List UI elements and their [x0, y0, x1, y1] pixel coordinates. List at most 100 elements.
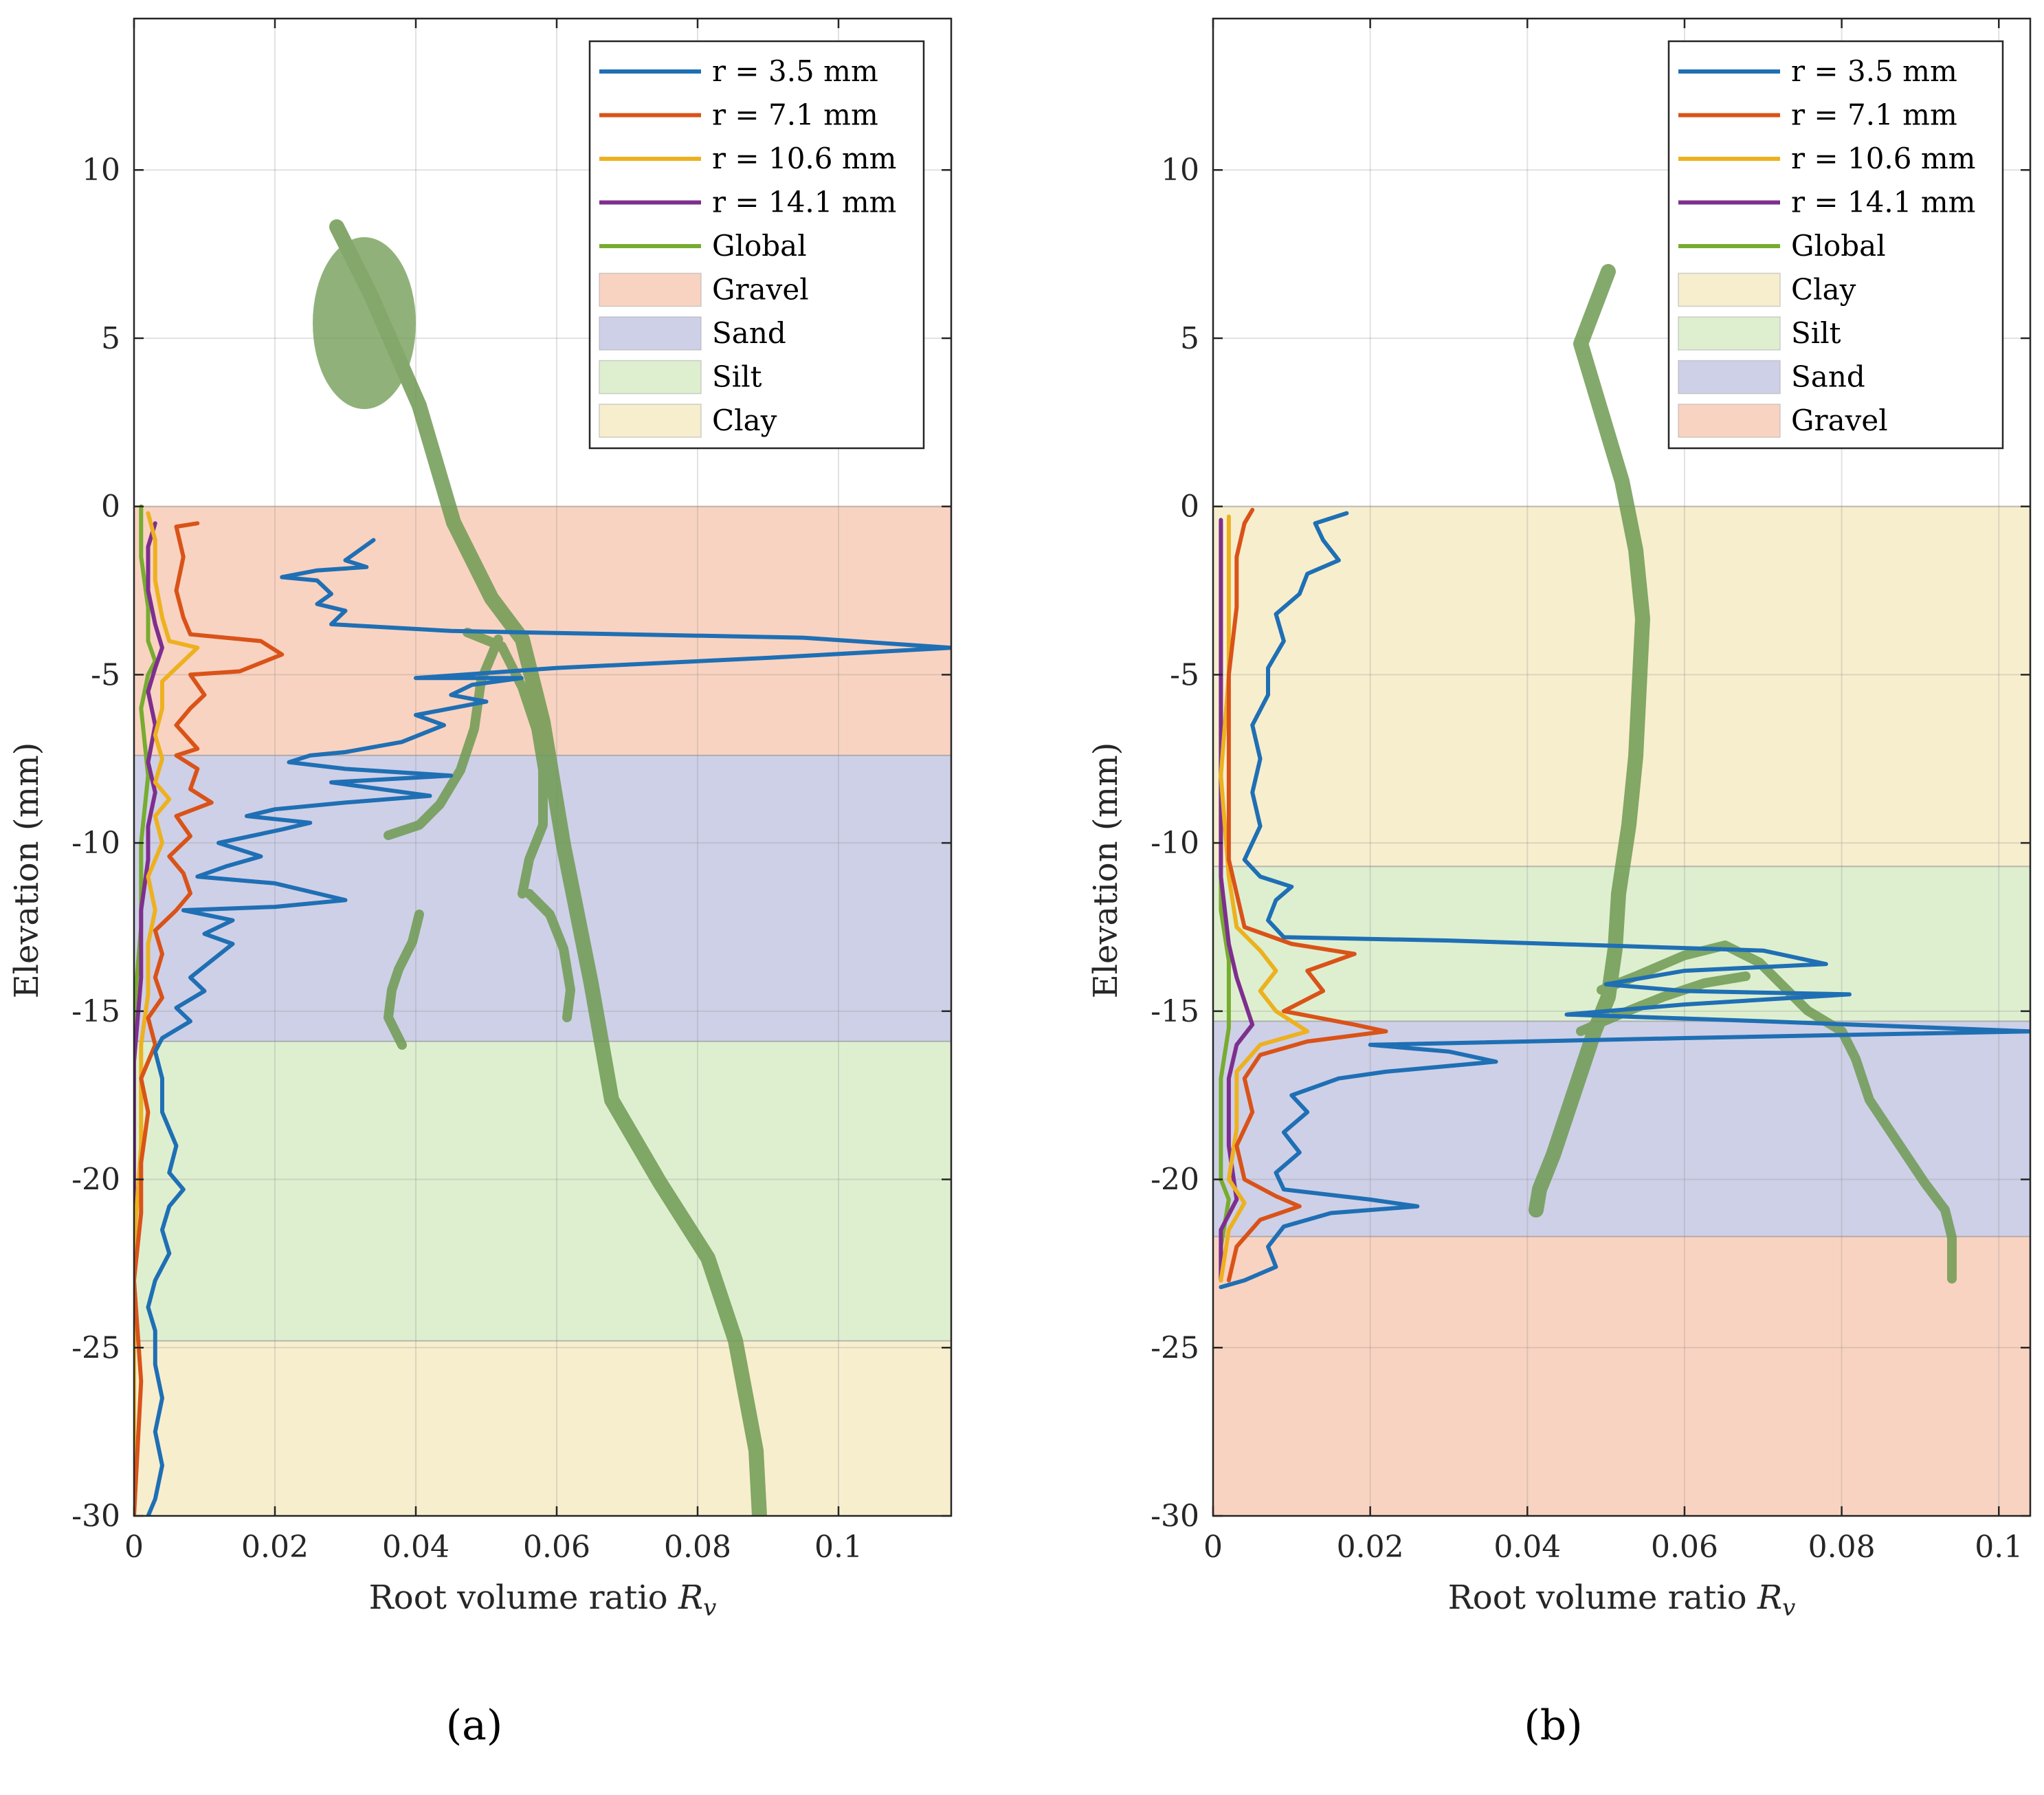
panel-b-legend-item-sand: Sand — [1678, 360, 1865, 395]
panel-b-ytick-label: -15 — [1151, 994, 1199, 1029]
legend-label: r = 7.1 mm — [1791, 98, 1957, 132]
legend-label: Silt — [1791, 316, 1841, 350]
panel-b-legend-item-r-3-5-mm: r = 3.5 mm — [1678, 54, 1957, 88]
panel-b-xtick-label: 0 — [1203, 1530, 1223, 1565]
panel-a-xtick-label: 0.04 — [382, 1530, 449, 1565]
panel-b-ylabel: Elevation (mm) — [1087, 742, 1125, 999]
panel-b-ytick-label: -10 — [1151, 826, 1199, 861]
legend-label: r = 10.6 mm — [712, 142, 897, 175]
legend-label: Gravel — [1791, 404, 1888, 437]
panel-a-root-branch — [524, 889, 575, 1022]
panel-a: 0 0.02 0.04 0.06 0.08 0.1 10 5 0 -5 -10 -15 -20 -25 -3… — [8, 17, 953, 1750]
panel-a-legend-item-r-3-5-mm: r = 3.5 mm — [599, 54, 878, 88]
panel-a-xlabel: Root volume ratio Rv — [369, 1578, 717, 1622]
panel-a-root-scan — [313, 219, 767, 1516]
legend-label: Gravel — [712, 273, 809, 307]
panel-a-axes-box — [133, 17, 953, 1517]
legend-label: Clay — [1791, 273, 1856, 307]
panel-b-label: (b) — [1524, 1702, 1582, 1750]
panel-b-series-r-14-1-mm — [1219, 518, 1255, 1283]
panel-a-legend-item-silt: Silt — [599, 360, 762, 395]
panel-b-ytick-label: -5 — [1170, 657, 1199, 692]
panel-a-legend-item-r-10-6-mm: r = 10.6 mm — [599, 142, 897, 175]
legend-label: Silt — [712, 360, 762, 394]
panel-b-axes-box — [1212, 17, 2032, 1517]
panel-a-root-trunk — [329, 219, 767, 1516]
panel-b-soil-layers — [1213, 505, 2030, 1516]
legend-label: r = 14.1 mm — [1791, 186, 1976, 219]
panel-b-ytick-label: 0 — [1180, 489, 1199, 525]
panel-a-series-r-7-1-mm — [134, 521, 285, 1516]
panel-b-xtick-label: 0.04 — [1493, 1530, 1561, 1565]
legend-label: r = 3.5 mm — [712, 54, 878, 88]
panel-a-ytick-label: -15 — [71, 994, 120, 1029]
panel-a-legend-item-gravel: Gravel — [599, 273, 809, 307]
legend-label: Sand — [712, 316, 786, 350]
panel-a-root-branch — [463, 628, 548, 899]
legend-swatch-patch — [1678, 360, 1781, 395]
panel-a-legend-item-clay: Clay — [599, 404, 777, 438]
panel-a-root-branch — [384, 910, 424, 1050]
legend-swatch-patch — [599, 272, 702, 307]
panel-a-xtick-label: 0.1 — [814, 1530, 863, 1565]
panel-b-legend-item-silt: Silt — [1678, 316, 1841, 351]
panel-b-series-r-3-5-mm — [1219, 511, 2030, 1290]
panel-b-xtick-label: 0.02 — [1337, 1530, 1404, 1565]
panel-b-root-trunk — [1529, 264, 1650, 1218]
legend-swatch-patch — [1678, 316, 1781, 351]
panel-a-ytick-label: -5 — [91, 657, 120, 692]
legend-label: r = 7.1 mm — [712, 98, 878, 132]
panel-a-xtick-label: 0.06 — [523, 1530, 590, 1565]
legend-label: r = 10.6 mm — [1791, 142, 1976, 175]
legend-label: Sand — [1791, 360, 1865, 394]
panel-a-ytick-label: -20 — [71, 1163, 120, 1198]
panel-a-series-r-3-5-mm — [146, 538, 951, 1516]
legend-label: r = 14.1 mm — [712, 186, 897, 219]
panel-b-ytick-label: -20 — [1151, 1163, 1199, 1198]
panel-a-legend-item-sand: Sand — [599, 316, 786, 351]
panel-a-ytick-label: 0 — [101, 489, 120, 525]
panel-a-series — [134, 504, 951, 1516]
panel-b-series-r-10-6-mm — [1219, 514, 1310, 1283]
panel-b-ytick-label: -30 — [1151, 1499, 1199, 1534]
legend-label: Global — [1791, 229, 1886, 263]
panel-b-xtick-label: 0.08 — [1808, 1530, 1876, 1565]
panel-b-legend-item-r-7-1-mm: r = 7.1 mm — [1678, 98, 1957, 132]
panel-b-ytick-label: 10 — [1161, 153, 1199, 188]
legend-swatch-patch — [599, 360, 702, 395]
panel-b-xtick-label: 0.1 — [1975, 1530, 2023, 1565]
panel-a-ytick-label: -30 — [71, 1499, 120, 1534]
legend-label: Global — [712, 229, 807, 263]
panel-b: 0 0.02 0.04 0.06 0.08 0.1 10 5 0 -5 -10 -15 -20 -25 -3… — [1087, 17, 2032, 1750]
panel-a-label: (a) — [446, 1702, 503, 1750]
panel-a-legend-item-r-7-1-mm: r = 7.1 mm — [599, 98, 878, 132]
panel-b-xlabel: Root volume ratio Rv — [1448, 1578, 1796, 1622]
panel-b-layer-sand — [1213, 1020, 2030, 1237]
legend-swatch-patch — [1678, 404, 1781, 438]
panel-b-legend-item-gravel: Gravel — [1678, 404, 1888, 438]
panel-b-legend-item-r-14-1-mm: r = 14.1 mm — [1678, 186, 1976, 219]
legend-swatch-patch — [1678, 272, 1781, 307]
panel-b-layer-gravel — [1213, 1235, 2030, 1516]
panel-a-root-branch — [384, 635, 503, 840]
panel-b-ytick-label: 5 — [1180, 321, 1199, 356]
panel-a-legend: r = 3.5 mm r = 7.1 mm r = 10.6 mm r = 14.1 … — [588, 40, 925, 450]
panel-a-ticks: 0 0.02 0.04 0.06 0.08 0.1 10 5 0 -5 -10 -15 -20 -25 -3… — [71, 19, 951, 1565]
panel-a-layer-clay — [134, 1340, 951, 1516]
legend-label: r = 3.5 mm — [1791, 54, 1957, 88]
panel-b-ticks: 0 0.02 0.04 0.06 0.08 0.1 10 5 0 -5 -10 -15 -20 -25 -3… — [1151, 19, 2030, 1565]
panel-a-legend-item-global: Global — [599, 229, 807, 263]
panel-a-series-r-10-6-mm — [134, 511, 200, 1516]
panel-a-ytick-label: -25 — [71, 1330, 120, 1365]
panel-b-legend: r = 3.5 mm r = 7.1 mm r = 10.6 mm r = 14.1 … — [1667, 40, 2004, 450]
panel-b-series-r-7-1-mm — [1226, 507, 1388, 1283]
legend-swatch-patch — [599, 404, 702, 438]
panel-b-xtick-label: 0.06 — [1651, 1530, 1718, 1565]
panel-b-series — [1219, 507, 2030, 1290]
panel-a-legend-item-r-14-1-mm: r = 14.1 mm — [599, 186, 897, 219]
panel-a-xtick-label: 0.02 — [241, 1530, 309, 1565]
panel-a-ylabel: Elevation (mm) — [8, 742, 46, 999]
legend-label: Clay — [712, 404, 777, 437]
panel-b-root-branch — [1597, 940, 1957, 1284]
